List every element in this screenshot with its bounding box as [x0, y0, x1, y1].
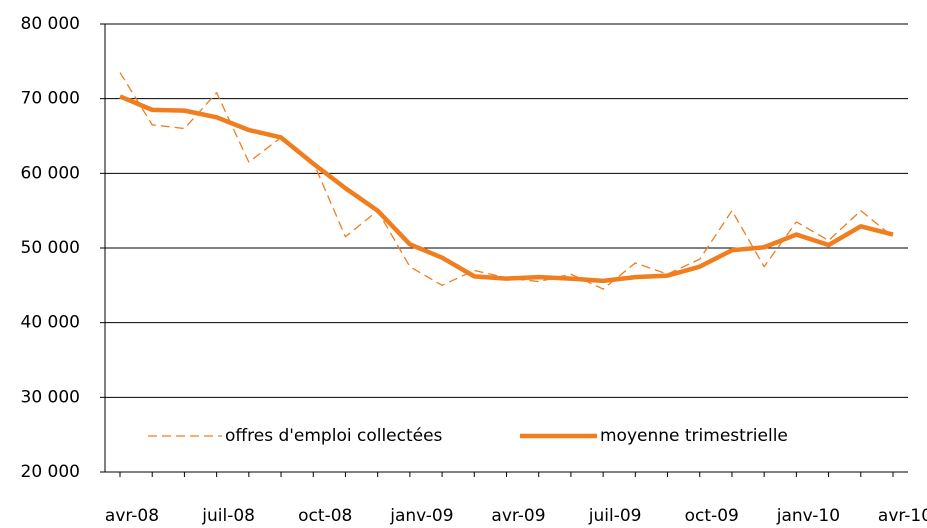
legend-label: offres d'emploi collectées — [225, 426, 443, 446]
y-tick-label: 60 000 — [21, 163, 80, 183]
y-tick-label: 20 000 — [21, 462, 80, 482]
x-tick-label: oct-09 — [685, 506, 739, 526]
legend-label: moyenne trimestrielle — [600, 426, 788, 446]
x-tick-label: oct-08 — [298, 506, 352, 526]
y-tick-label: 80 000 — [21, 14, 80, 34]
x-tick-label: avr-08 — [105, 506, 159, 526]
x-tick-label: avr-10 — [878, 506, 927, 526]
x-tick-label: janv-09 — [389, 506, 453, 526]
y-tick-label: 30 000 — [21, 387, 80, 407]
y-tick-label: 40 000 — [21, 313, 80, 333]
y-tick-label: 70 000 — [21, 89, 80, 109]
y-tick-label: 50 000 — [21, 238, 80, 258]
x-tick-label: avr-09 — [491, 506, 545, 526]
x-tick-label: juil-09 — [588, 506, 642, 526]
x-tick-label: janv-10 — [776, 506, 840, 526]
x-tick-label: juil-08 — [201, 506, 255, 526]
line-series — [119, 94, 894, 284]
line-series — [119, 72, 894, 290]
